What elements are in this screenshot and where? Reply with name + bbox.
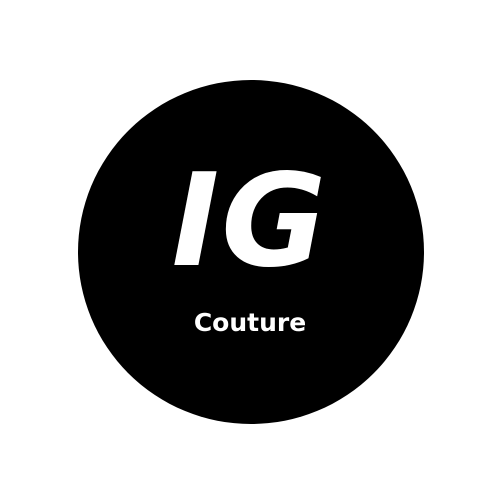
- logo-tagline: Couture: [193, 308, 307, 337]
- logo-disc: [78, 80, 424, 424]
- logo-monogram: IG: [171, 147, 329, 296]
